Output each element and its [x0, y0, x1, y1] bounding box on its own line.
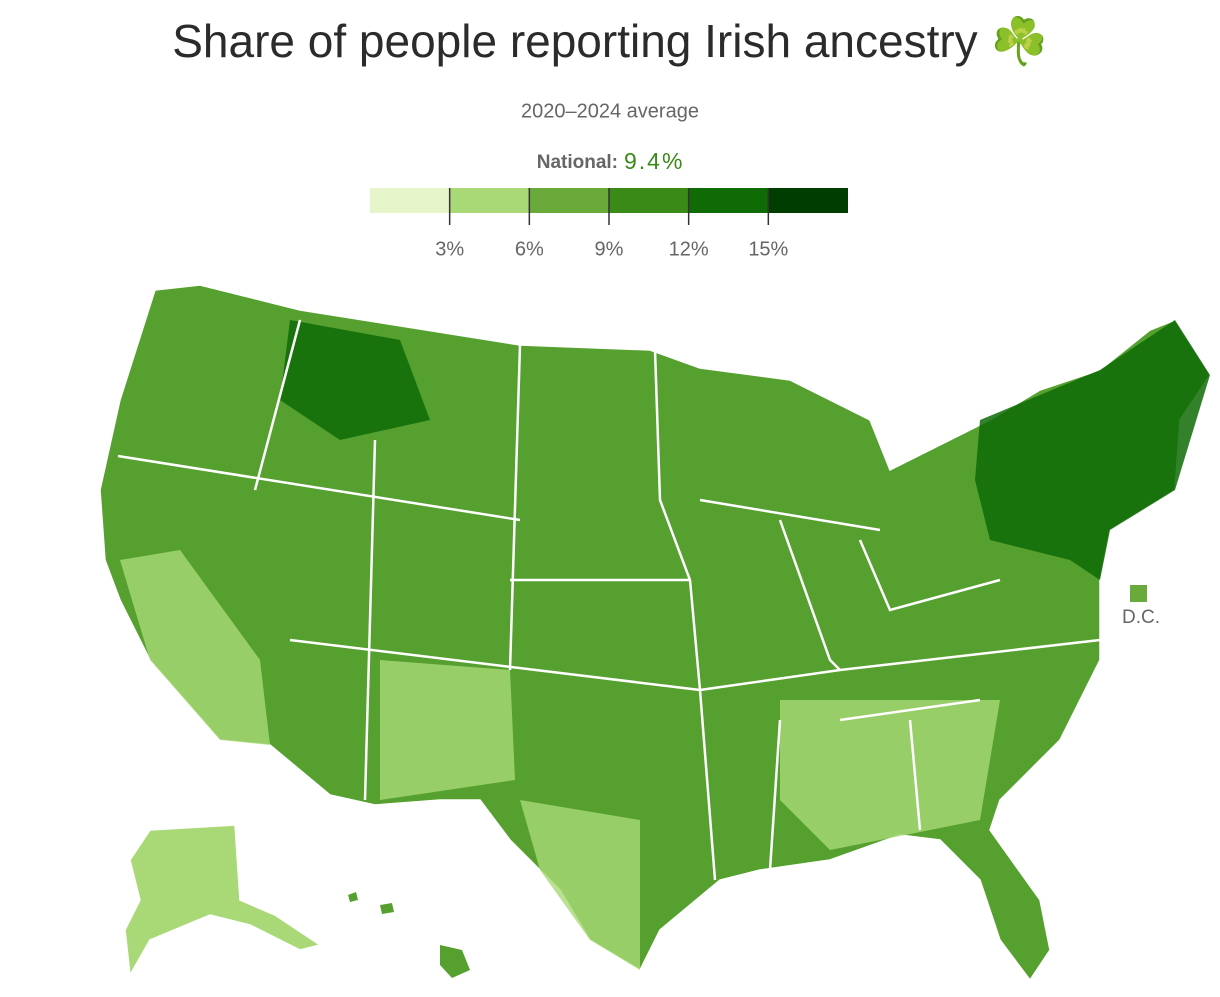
legend: 3% 6% 9% 12% 15% [370, 188, 848, 260]
legend-swatch [370, 188, 450, 213]
lighter-region [120, 550, 1000, 970]
legend-tick-label: 6% [515, 238, 544, 260]
legend-swatch [449, 188, 530, 213]
legend-tick-label: 9% [595, 238, 624, 260]
dc-swatch [1130, 585, 1147, 602]
title: Share of people reporting Irish ancestry… [172, 15, 1048, 68]
subtitle: 2020–2024 average [521, 100, 699, 122]
legend-tick-label: 15% [748, 238, 788, 260]
hawaii [348, 892, 470, 978]
state-borders [117, 319, 1101, 881]
legend-tick-label: 12% [669, 238, 709, 260]
legend-tick-label: 3% [435, 238, 464, 260]
darker-region [280, 320, 1210, 580]
us-map [99, 284, 1211, 982]
contiguous-us [99, 284, 1211, 982]
legend-swatch [688, 188, 769, 213]
legend-swatch [609, 188, 689, 213]
legend-swatch [529, 188, 609, 213]
legend-swatch [768, 188, 848, 213]
alaska [124, 824, 322, 978]
national-value: 9.4% [624, 148, 684, 174]
national-label: National: [537, 152, 618, 173]
dc-label: D.C. [1122, 607, 1160, 628]
